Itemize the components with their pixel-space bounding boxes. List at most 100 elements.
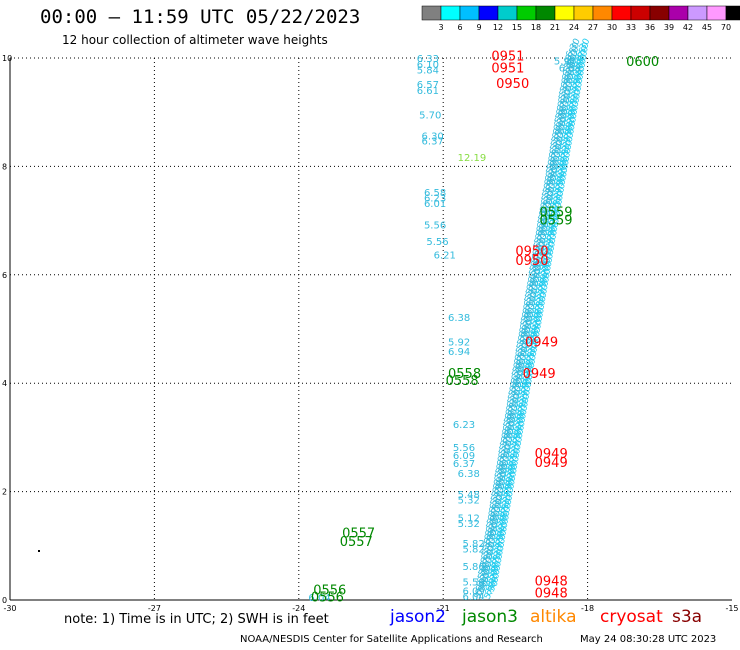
- colorbar-label: 18: [531, 23, 541, 32]
- y-tick-label: 0: [2, 596, 7, 605]
- legend-jason3: jason3: [462, 607, 518, 627]
- colorbar-swatch: [440, 5, 461, 21]
- page-subtitle: 12 hour collection of altimeter wave hei…: [62, 33, 328, 47]
- legend-altika: altika: [530, 607, 577, 627]
- colorbar-swatch: [649, 5, 670, 21]
- colorbar-swatch: [573, 5, 594, 21]
- wave-height-label: 5.12: [458, 513, 480, 524]
- colorbar-swatch: [535, 5, 556, 21]
- colorbar-label: 30: [607, 23, 617, 32]
- wave-height-label: 6.01: [424, 199, 446, 210]
- wave-height-label: 5.82: [462, 544, 484, 555]
- time-label: 0950: [515, 244, 548, 259]
- colorbar-swatch: [421, 5, 442, 21]
- x-tick-label: -30: [3, 604, 16, 613]
- colorbar-label: 33: [626, 23, 636, 32]
- time-label: 0556: [313, 584, 346, 599]
- colorbar-label: 27: [588, 23, 598, 32]
- time-label: 0948: [535, 574, 568, 589]
- colorbar-swatch: [611, 5, 632, 21]
- time-label: 0949: [535, 447, 568, 462]
- time-label: 0949: [525, 335, 558, 350]
- y-tick-label: 8: [2, 162, 7, 171]
- time-label: 0949: [523, 367, 556, 382]
- time-label: 0558: [448, 367, 481, 382]
- time-label: 0559: [539, 205, 572, 220]
- wave-height-label: 6.23: [424, 194, 446, 205]
- x-tick-label: -18: [581, 604, 594, 613]
- colorbar-label: 12: [493, 23, 503, 32]
- colorbar-swatch: [668, 5, 689, 21]
- colorbar-swatch: [630, 5, 651, 21]
- colorbar-label: 9: [476, 23, 481, 32]
- wave-height-label: 5.82: [462, 539, 484, 550]
- time-label: 0557: [340, 535, 373, 550]
- wave-height-label: 6.57: [417, 80, 439, 91]
- wave-height-label: 5.48: [458, 490, 480, 501]
- wave-height-label: 5.32: [458, 496, 480, 507]
- wave-height-label: 5.56: [424, 221, 446, 232]
- wave-height-label: 5.56: [453, 443, 475, 454]
- wave-height-label: 5.92: [448, 337, 470, 348]
- colorbar-label: 15: [512, 23, 522, 32]
- wave-height-label: 6.37: [453, 459, 475, 470]
- y-tick-label: 4: [2, 379, 7, 388]
- time-label: 0600: [626, 55, 659, 70]
- wave-height-label: 6.09: [462, 587, 484, 598]
- wave-height-label: 5.70: [419, 111, 441, 122]
- wave-height-label: 6.33: [417, 54, 439, 65]
- wave-height-label: 6.04: [308, 593, 330, 604]
- wave-height-label: 6.30: [422, 131, 444, 142]
- wave-height-label: 5.56: [426, 237, 448, 248]
- wave-height-label: 6.21: [434, 251, 456, 262]
- legend-cryosat: cryosat: [600, 607, 663, 627]
- x-tick-label: -21: [437, 604, 450, 613]
- wave-height-label: 5.56: [462, 577, 484, 588]
- wave-height-label: 6.23: [453, 420, 475, 431]
- colorbar-swatch: [706, 5, 727, 21]
- stray-point: [38, 550, 40, 552]
- wave-height-label: 6.38: [559, 64, 581, 75]
- colorbar-label: 45: [702, 23, 712, 32]
- y-tick-label: 2: [2, 488, 7, 497]
- footer-credit: NOAA/NESDIS Center for Satellite Applica…: [240, 634, 543, 645]
- colorbar-swatch: [516, 5, 537, 21]
- wave-height-label: 5.86: [462, 562, 484, 573]
- wave-height-label: 5.97: [554, 57, 576, 68]
- colorbar-swatch: [478, 5, 499, 21]
- time-label: 0558: [446, 374, 479, 389]
- colorbar-swatch: [725, 5, 740, 21]
- wave-height-label: 6.94: [448, 347, 470, 358]
- wave-height-label: 6.04: [462, 592, 484, 603]
- colorbar-label: 21: [550, 23, 560, 32]
- time-label: 0556: [311, 591, 344, 606]
- wave-height-label: 6.61: [417, 86, 439, 97]
- legend-s3a: s3a: [672, 607, 703, 627]
- wave-height-label: 6.10: [417, 60, 439, 71]
- colorbar-label: 36: [645, 23, 655, 32]
- colorbar-label: 6: [457, 23, 462, 32]
- colorbar-label: 70: [721, 23, 731, 32]
- wave-height-label: 6.37: [422, 137, 444, 148]
- colorbar-swatch: [592, 5, 613, 21]
- time-label: 0950: [496, 77, 529, 92]
- wave-height-label: 5.84: [417, 66, 439, 77]
- footer-timestamp: May 24 08:30:28 UTC 2023: [580, 634, 717, 645]
- colorbar-label: 3: [438, 23, 443, 32]
- y-tick-label: 6: [2, 271, 7, 280]
- time-label: 0559: [539, 213, 572, 228]
- colorbar-label: 24: [569, 23, 579, 32]
- legend-jason2: jason2: [390, 607, 446, 627]
- time-label: 0948: [535, 586, 568, 601]
- colorbar-swatch: [459, 5, 480, 21]
- colorbar-label: 39: [664, 23, 674, 32]
- y-tick-label: 10: [2, 54, 12, 63]
- wave-height-label: 6.09: [453, 451, 475, 462]
- colorbar-label: 42: [683, 23, 693, 32]
- wave-height-label: 12.19: [458, 153, 487, 164]
- time-label: 0951: [491, 62, 524, 77]
- x-tick-label: -15: [725, 604, 738, 613]
- wave-height-label: 6.38: [448, 313, 470, 324]
- wave-height-label: 5.32: [458, 519, 480, 530]
- colorbar-swatch: [497, 5, 518, 21]
